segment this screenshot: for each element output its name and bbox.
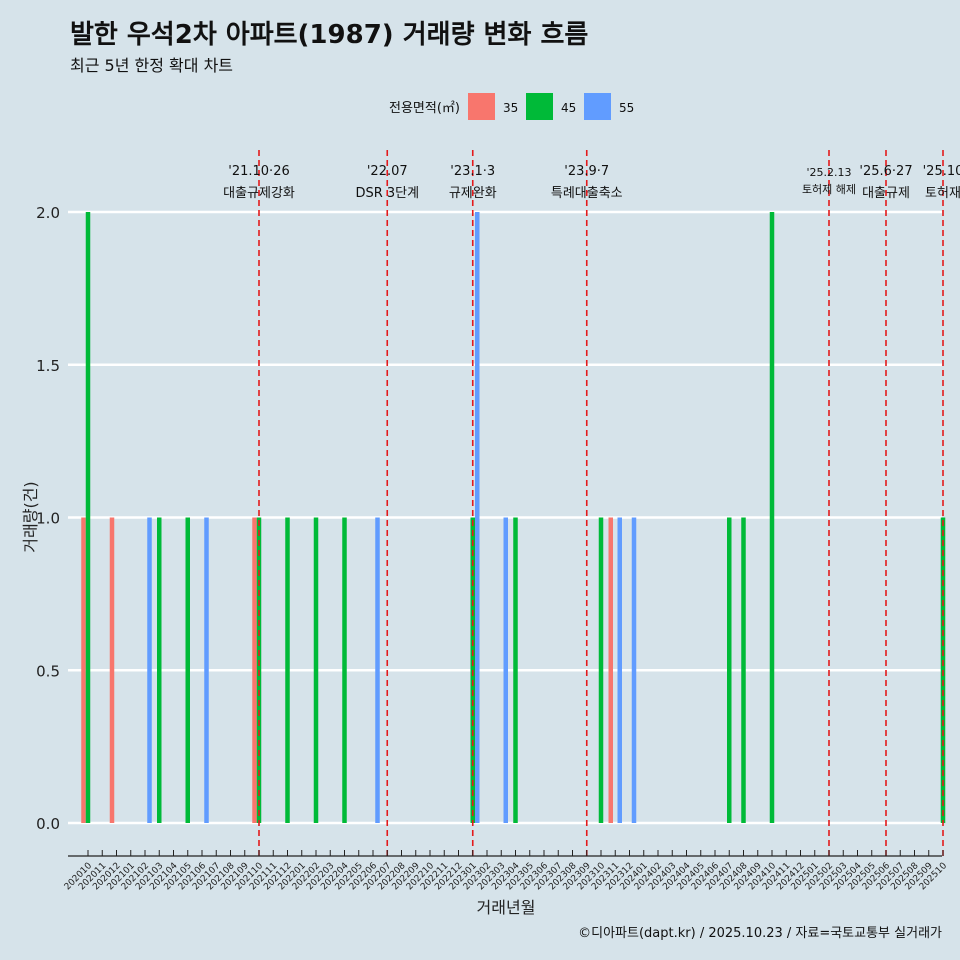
event-date-label: '23.1·3 [450,164,495,179]
event-name-label: 대출규제 [862,186,910,201]
legend-label-55: 55 [619,101,634,115]
chart-title: 발한 우석2차 아파트(1987) 거래량 변화 흐름 [70,20,589,50]
event-name-label: DSR 3단계 [355,186,419,201]
event-date-label: '23.9·7 [564,164,609,179]
event-markers: '21.10·26 대출규제강화 '22.07 DSR 3단계 '23.1·3 규제완화 '… [223,150,960,857]
bar-55-202206 [375,517,380,823]
bar-45-202105 [185,517,190,823]
legend-title: 전용면적(㎡) [389,101,460,116]
bar-35-202110 [252,517,257,823]
bar-55-202311 [617,517,622,823]
legend-swatch-55 [584,93,611,120]
y-tick-label: 1.5 [36,357,60,375]
y-tick-label: 1.0 [36,510,60,528]
event-date-label: '25.2.13 [806,166,851,179]
legend-swatch-35 [468,93,495,120]
legend: 전용면적(㎡) 35 45 55 [389,93,634,120]
bar-55-202301 [475,212,480,823]
legend-swatch-45 [526,93,553,120]
event-date-label: '25.10 [923,164,960,179]
bar-55-202303 [503,517,508,823]
event-date-label: '21.10·26 [228,164,289,179]
bar-45-202410 [769,212,775,823]
bar-45-202103 [157,517,162,823]
bar-45-202304 [513,517,518,823]
y-tick-label: 0.0 [36,815,60,833]
chart-subtitle: 최근 5년 한정 확대 차트 [70,56,234,75]
event-name-label: 토허제 해제 [802,182,856,196]
event-date-label: '22.07 [367,164,408,179]
y-tick-label: 0.5 [36,662,60,680]
event-name-label: 대출규제강화 [223,186,295,201]
bar-45-202408 [741,517,746,823]
bar-45-202204 [342,517,347,823]
event-name-label: 토허재 [925,186,960,201]
bar-55-202102 [147,517,152,823]
bar-45-202202 [313,517,319,823]
y-axis-label: 거래량(건) [21,481,40,552]
x-axis-label: 거래년월 [477,898,536,917]
bar-45-202010 [85,212,91,823]
y-axis: 0.0 0.5 1.0 1.5 2.0 거래량(건) [21,204,60,833]
event-name-label: 규제완화 [449,186,497,201]
event-date-label: '25.6·27 [859,164,912,179]
bar-45-202407 [727,517,732,823]
bar-45-202112 [285,517,290,823]
source-caption: ©디아파트(dapt.kr) / 2025.10.23 / 자료=국토교통부 실… [578,926,942,941]
bar-35-202012 [109,517,115,823]
x-axis: 2020102020112020122021012021022021032021… [63,850,949,917]
y-tick-label: 2.0 [36,204,60,222]
bar-35-202010 [81,517,86,823]
bar-45-202310 [598,517,604,823]
legend-label-45: 45 [561,101,576,115]
legend-label-35: 35 [503,101,518,115]
bar-55-202106 [204,517,209,823]
bar-55-202312 [631,517,637,823]
event-name-label: 특례대출축소 [551,186,623,201]
bar-35-202311 [608,517,613,823]
